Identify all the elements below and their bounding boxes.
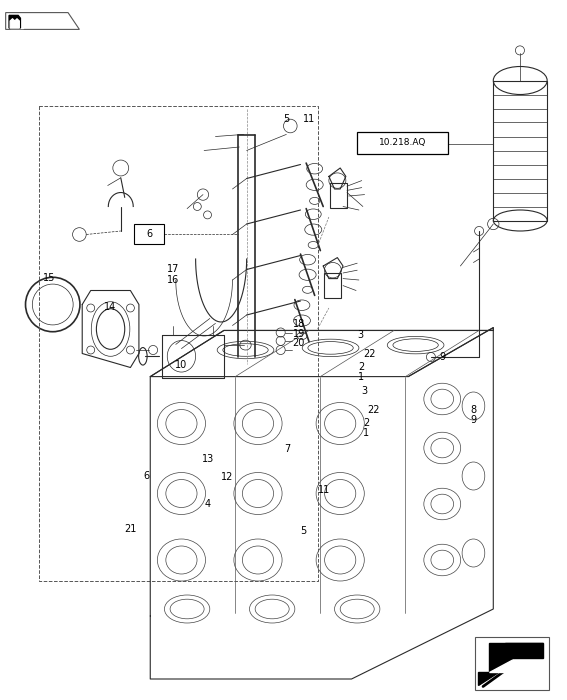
Text: 11: 11 (318, 485, 330, 495)
Text: 7: 7 (285, 444, 291, 454)
Polygon shape (478, 643, 543, 685)
Text: 9: 9 (471, 415, 477, 425)
Text: 10: 10 (175, 360, 187, 370)
Text: 22: 22 (367, 405, 380, 415)
Polygon shape (10, 15, 23, 28)
Text: 12: 12 (221, 473, 234, 482)
Bar (493, 80, 547, 220)
Bar (475, 637, 549, 690)
Polygon shape (505, 643, 543, 658)
Text: 8: 8 (471, 405, 477, 415)
Text: 10.218.AQ: 10.218.AQ (379, 139, 426, 147)
Text: 5: 5 (301, 526, 307, 536)
Text: 20: 20 (293, 338, 305, 348)
Text: 6: 6 (143, 471, 150, 481)
Text: 18: 18 (293, 319, 305, 329)
Bar (330, 183, 347, 208)
Text: 6: 6 (146, 229, 152, 239)
Text: 9: 9 (439, 352, 446, 362)
Text: 16: 16 (167, 275, 180, 285)
Polygon shape (489, 643, 543, 672)
Text: 3: 3 (357, 330, 363, 340)
Text: 2: 2 (358, 362, 365, 372)
Text: 19: 19 (293, 329, 305, 339)
Text: 14: 14 (104, 302, 116, 312)
Bar (357, 132, 448, 154)
Polygon shape (9, 15, 20, 28)
Text: 15: 15 (43, 273, 55, 283)
Polygon shape (10, 19, 19, 28)
Text: 4: 4 (204, 499, 210, 509)
Text: 11: 11 (303, 114, 315, 124)
Bar (324, 273, 341, 298)
Text: 2: 2 (363, 418, 369, 428)
Text: 1: 1 (358, 372, 365, 382)
Text: 21: 21 (125, 524, 137, 533)
Text: 3: 3 (362, 386, 368, 396)
Text: 5: 5 (284, 114, 290, 124)
Bar (134, 224, 164, 244)
Text: 22: 22 (363, 349, 375, 359)
Text: 13: 13 (202, 454, 214, 463)
Text: 17: 17 (167, 265, 180, 274)
Text: 1: 1 (363, 428, 369, 438)
